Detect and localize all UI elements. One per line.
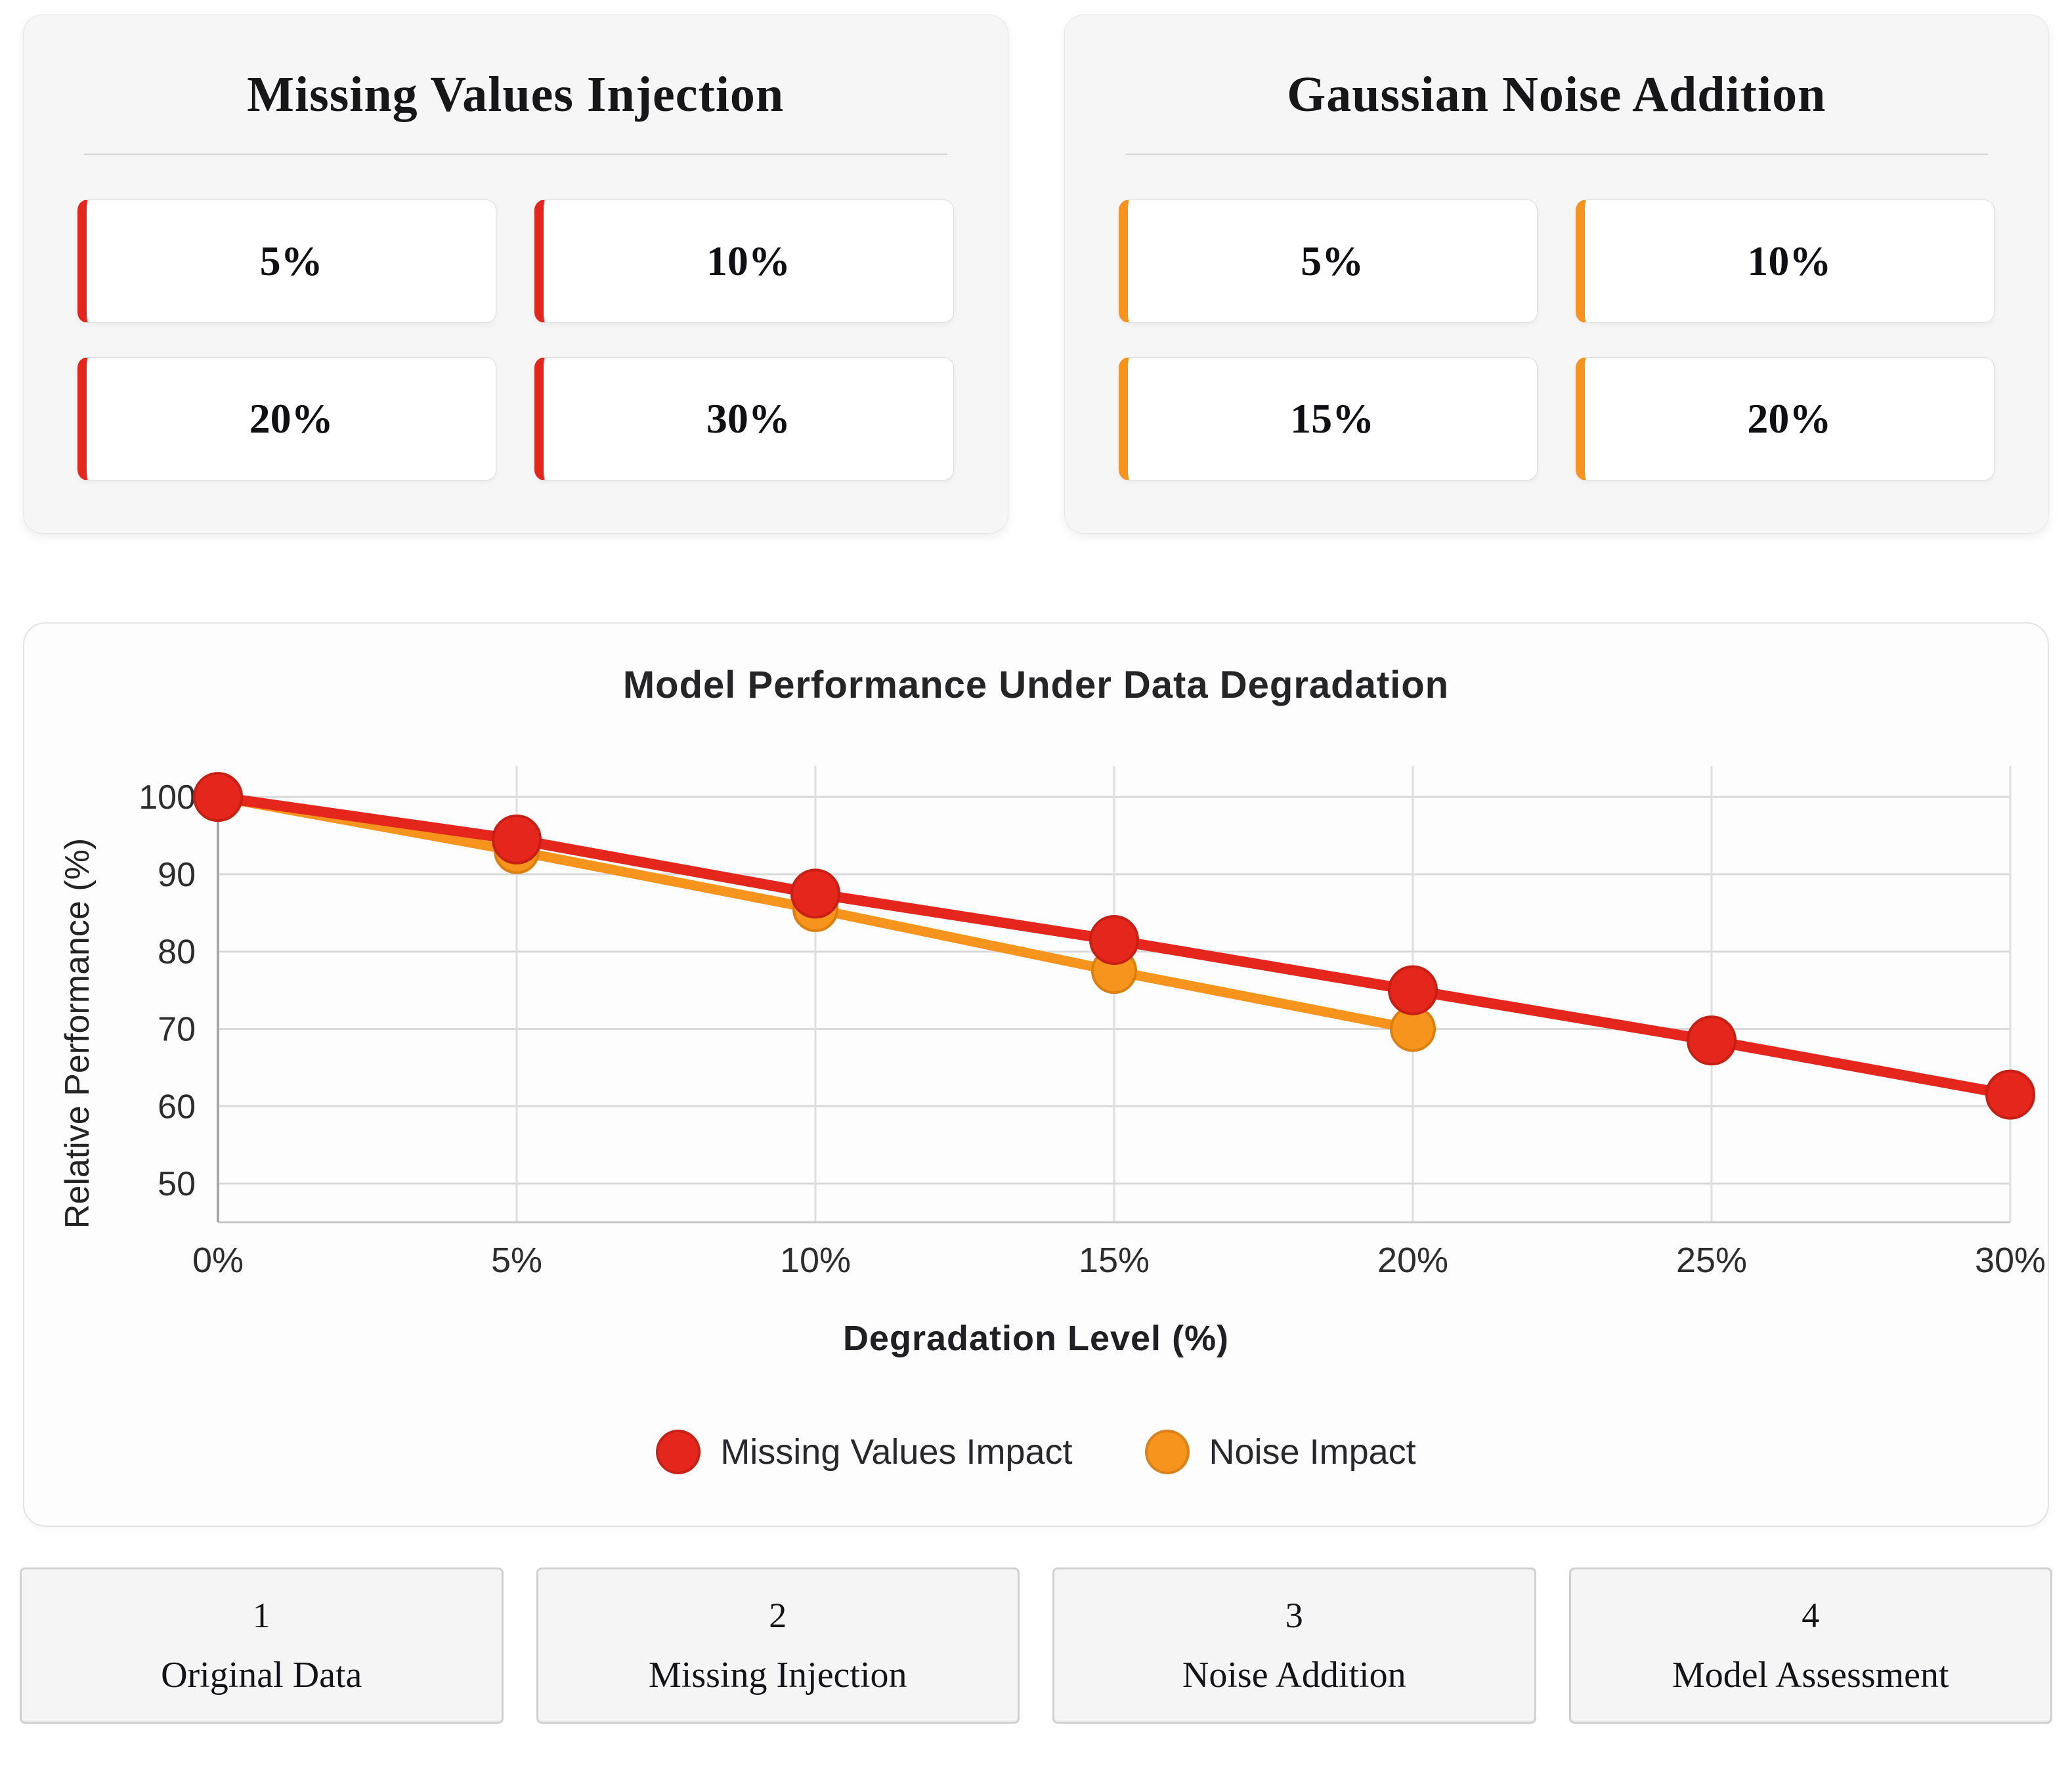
panel-divider xyxy=(1125,154,1988,155)
step-number: 3 xyxy=(1285,1596,1303,1635)
missing-values-options-grid: 5% 10% 20% 30% xyxy=(77,200,954,480)
noise-panel: Gaussian Noise Addition 5% 10% 15% 20% xyxy=(1064,14,2049,534)
step-label: Missing Injection xyxy=(648,1655,907,1695)
missing-option-10pct[interactable]: 10% xyxy=(534,200,954,323)
x-tick-label: 20% xyxy=(1377,1241,1448,1280)
step-3-noise-addition[interactable]: 3 Noise Addition xyxy=(1052,1567,1536,1724)
data-point-marker xyxy=(1687,1015,1737,1066)
y-axis-label: Relative Performance (%) xyxy=(58,838,97,1229)
data-point-marker xyxy=(1089,915,1139,966)
x-tick-label: 0% xyxy=(192,1241,244,1280)
x-tick-label: 10% xyxy=(780,1241,851,1280)
step-number: 4 xyxy=(1802,1596,1820,1635)
y-tick-label: 100 xyxy=(139,778,196,817)
noise-option-15pct[interactable]: 15% xyxy=(1118,357,1538,480)
x-tick-label: 15% xyxy=(1079,1241,1150,1280)
missing-values-panel: Missing Values Injection 5% 10% 20% 30% xyxy=(23,14,1008,534)
y-tick-label: 70 xyxy=(158,1011,196,1049)
y-tick-label: 90 xyxy=(158,856,196,894)
data-point-marker xyxy=(1985,1069,2035,1120)
y-tick-label: 80 xyxy=(158,933,196,971)
chart-title: Model Performance Under Data Degradation xyxy=(622,664,1450,706)
noise-options-grid: 5% 10% 15% 20% xyxy=(1118,200,1995,480)
x-tick-label: 25% xyxy=(1676,1241,1747,1280)
legend-item-missing-values-impact: Missing Values Impact xyxy=(656,1430,1073,1474)
step-label: Original Data xyxy=(161,1655,362,1695)
degradation-controls-row: Missing Values Injection 5% 10% 20% 30% Gau… xyxy=(0,0,2072,534)
performance-chart-card: Model Performance Under Data Degradation… xyxy=(23,622,2049,1527)
legend-label: Noise Impact xyxy=(1209,1432,1416,1472)
data-point-marker xyxy=(492,814,542,864)
step-label: Noise Addition xyxy=(1182,1655,1406,1695)
noise-panel-title: Gaussian Noise Addition xyxy=(1287,67,1826,122)
data-point-marker xyxy=(193,772,243,822)
missing-option-20pct[interactable]: 20% xyxy=(77,357,497,480)
performance-chart: 50 60 70 80 90 100 0% 5% 10% 15% 20% 25% 30% Relative… xyxy=(51,733,2046,1301)
x-tick-label: 5% xyxy=(491,1241,542,1280)
x-axis-label: Degradation Level (%) xyxy=(842,1319,1230,1358)
step-2-missing-injection[interactable]: 2 Missing Injection xyxy=(536,1567,1020,1724)
y-tick-label: 50 xyxy=(158,1165,196,1203)
chart-legend: Missing Values Impact Noise Impact xyxy=(51,1430,2021,1474)
legend-item-noise-impact: Noise Impact xyxy=(1144,1430,1416,1474)
missing-values-panel-title: Missing Values Injection xyxy=(247,67,785,122)
step-number: 2 xyxy=(769,1596,787,1635)
step-label: Model Assessment xyxy=(1672,1655,1949,1695)
performance-line-chart: 50 60 70 80 90 100 0% 5% 10% 15% 20% 25% 30% Relative… xyxy=(58,766,2046,1280)
data-point-marker xyxy=(1388,965,1438,1015)
legend-marker-icon xyxy=(656,1430,701,1474)
legend-marker-icon xyxy=(1144,1430,1190,1474)
noise-option-5pct[interactable]: 5% xyxy=(1118,200,1538,323)
y-tick-label: 60 xyxy=(158,1088,196,1126)
step-number: 1 xyxy=(252,1596,270,1635)
step-4-model-assessment[interactable]: 4 Model Assessment xyxy=(1568,1567,2052,1724)
noise-option-10pct[interactable]: 10% xyxy=(1575,200,1995,323)
x-tick-label: 30% xyxy=(1975,1241,2046,1280)
step-1-original-data[interactable]: 1 Original Data xyxy=(20,1567,504,1724)
noise-option-20pct[interactable]: 20% xyxy=(1575,357,1995,480)
missing-option-5pct[interactable]: 5% xyxy=(77,200,497,323)
missing-option-30pct[interactable]: 30% xyxy=(534,357,954,480)
data-point-marker xyxy=(790,868,840,919)
panel-divider xyxy=(84,154,947,155)
legend-label: Missing Values Impact xyxy=(720,1432,1073,1472)
process-steps-row: 1 Original Data 2 Missing Injection 3 Noise A… xyxy=(20,1567,2052,1724)
